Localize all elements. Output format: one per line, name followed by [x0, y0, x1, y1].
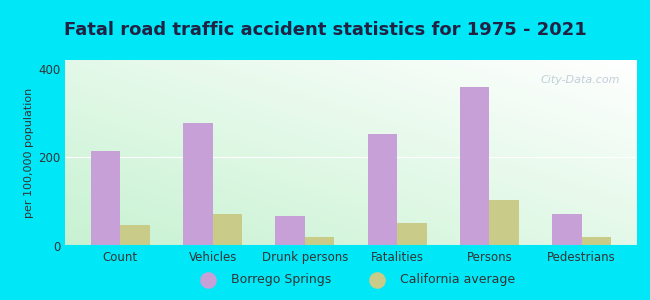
Text: California average: California average	[400, 273, 515, 286]
Bar	[397, 223, 426, 246]
Bar	[582, 237, 611, 246]
Bar	[460, 87, 489, 246]
Bar	[552, 214, 582, 246]
Bar	[276, 216, 305, 246]
Bar	[120, 225, 150, 246]
Bar	[368, 134, 397, 246]
Point	[372, 277, 382, 282]
Bar	[213, 214, 242, 246]
Text: Fatal road traffic accident statistics for 1975 - 2021: Fatal road traffic accident statistics f…	[64, 21, 586, 39]
Text: City-Data.com: City-Data.com	[540, 75, 620, 85]
Bar	[305, 237, 334, 246]
Y-axis label: per 100,000 population: per 100,000 population	[23, 88, 34, 218]
Bar	[183, 123, 213, 246]
Point	[203, 277, 213, 282]
Text: Borrego Springs: Borrego Springs	[231, 273, 331, 286]
Bar	[91, 151, 120, 246]
Bar	[489, 200, 519, 246]
